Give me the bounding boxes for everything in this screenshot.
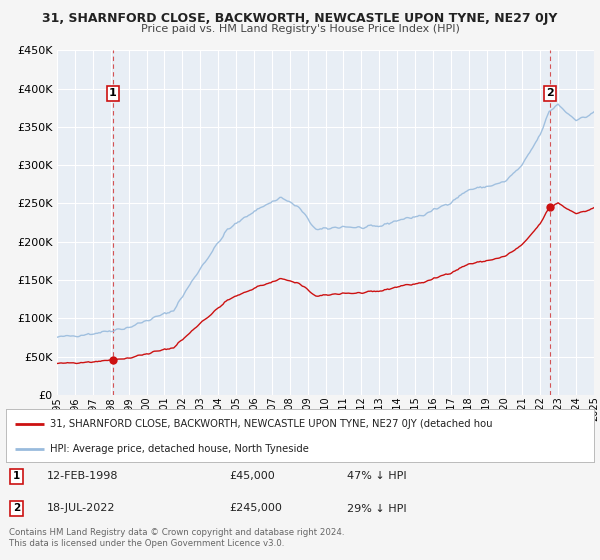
Text: £245,000: £245,000: [229, 503, 283, 514]
Text: 31, SHARNFORD CLOSE, BACKWORTH, NEWCASTLE UPON TYNE, NE27 0JY: 31, SHARNFORD CLOSE, BACKWORTH, NEWCASTL…: [43, 12, 557, 25]
Text: £45,000: £45,000: [229, 472, 275, 482]
Text: 18-JUL-2022: 18-JUL-2022: [47, 503, 116, 514]
Text: 47% ↓ HPI: 47% ↓ HPI: [347, 472, 407, 482]
Text: 2: 2: [13, 503, 20, 514]
Text: 2: 2: [546, 88, 554, 99]
Text: 1: 1: [13, 472, 20, 482]
Text: 12-FEB-1998: 12-FEB-1998: [47, 472, 119, 482]
Text: HPI: Average price, detached house, North Tyneside: HPI: Average price, detached house, Nort…: [50, 444, 309, 454]
Text: Price paid vs. HM Land Registry's House Price Index (HPI): Price paid vs. HM Land Registry's House …: [140, 24, 460, 34]
Text: 31, SHARNFORD CLOSE, BACKWORTH, NEWCASTLE UPON TYNE, NE27 0JY (detached hou: 31, SHARNFORD CLOSE, BACKWORTH, NEWCASTL…: [50, 419, 493, 429]
Text: Contains HM Land Registry data © Crown copyright and database right 2024.
This d: Contains HM Land Registry data © Crown c…: [9, 528, 344, 548]
Text: 29% ↓ HPI: 29% ↓ HPI: [347, 503, 407, 514]
Text: 1: 1: [109, 88, 117, 99]
